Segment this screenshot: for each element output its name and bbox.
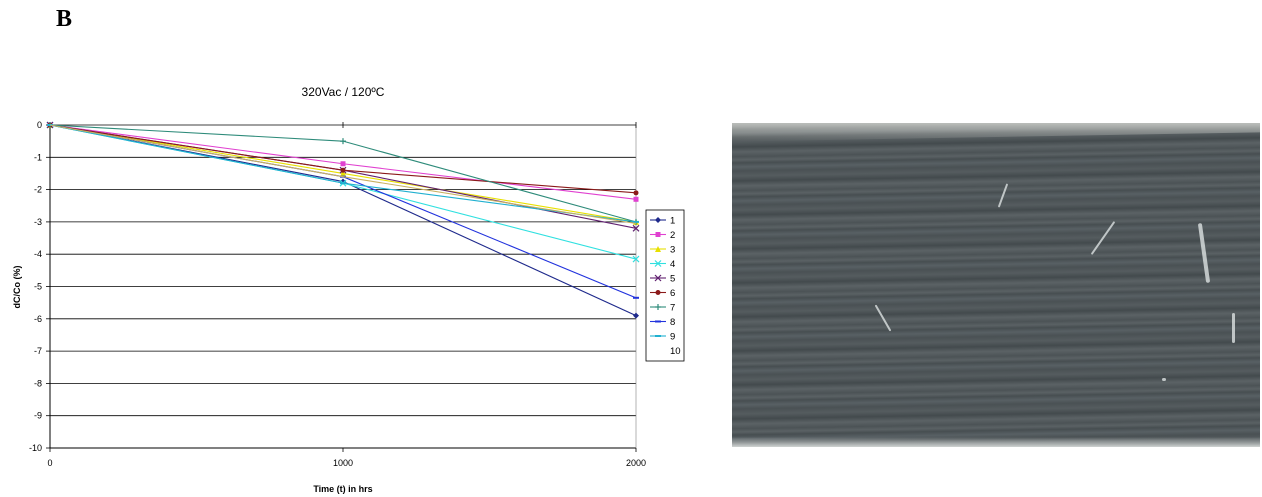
y-tick-label: -8: [34, 378, 42, 388]
legend-label: 9: [670, 332, 675, 343]
legend-label: 1: [670, 216, 675, 227]
surface-scratch: [1232, 313, 1235, 343]
surface-scratch: [1090, 221, 1116, 255]
y-tick-label: -9: [34, 411, 42, 421]
series-line: [49, 124, 637, 260]
y-tick-label: -1: [34, 152, 42, 162]
data-point: [632, 224, 640, 232]
legend-item: 2: [650, 230, 675, 241]
y-tick-label: -2: [34, 185, 42, 195]
panel-label: B: [56, 6, 73, 32]
data-point: [340, 167, 346, 173]
y-tick-label: -7: [34, 346, 42, 356]
marker-stroke: [654, 260, 662, 267]
data-point: [632, 255, 640, 263]
legend-item: 4: [650, 259, 675, 270]
surface-scratch: [1162, 378, 1166, 381]
capacitor-surface-photo: [732, 123, 1260, 447]
x-tick-label: 2000: [626, 458, 646, 468]
surface-scratch: [997, 183, 1009, 208]
data-point: [633, 312, 639, 319]
legend-swatch-marker: [655, 290, 661, 295]
legend-label: 7: [670, 303, 675, 314]
legend-item: 7: [650, 303, 675, 314]
series-1: [47, 122, 639, 319]
legend-swatch-marker: [655, 232, 661, 237]
data-point: [633, 196, 639, 202]
data-point: [340, 170, 346, 177]
data-point: [340, 138, 346, 145]
legend-label: 5: [670, 274, 675, 285]
legend-swatch-marker: [654, 260, 662, 267]
x-axis-label: Time (t) in hrs: [313, 484, 372, 494]
legend-label: 2: [670, 230, 675, 241]
marker-stroke: [632, 224, 640, 232]
legend-swatch-marker: [655, 246, 661, 252]
marker-stroke: [632, 255, 640, 263]
series-10: [49, 124, 637, 225]
legend-swatch-marker: [655, 304, 661, 310]
chart-title: 320Vac / 120ºC: [302, 85, 385, 99]
series-line: [49, 124, 637, 225]
y-tick-label: -10: [29, 443, 42, 453]
surface-scratch: [1197, 223, 1211, 283]
y-axis-label: dC/Co (%): [12, 266, 22, 309]
legend-item: 10: [670, 346, 681, 357]
legend-swatch-marker: [654, 274, 662, 282]
legend-item: 9: [650, 332, 675, 343]
legend-label: 6: [670, 288, 675, 299]
y-tick-label: -3: [34, 217, 42, 227]
axes-layer: 0 -1 -2 -3 -4 -5 -6 -7 -8 -9 -10 0 1000 2000: [29, 120, 646, 468]
data-point: [633, 190, 639, 196]
y-tick-label: -6: [34, 314, 42, 324]
legend-label: 10: [670, 346, 681, 357]
x-tick-label: 0: [47, 458, 52, 468]
line-chart: 320Vac / 120ºC dC/Co (%) Time (t) in hrs…: [12, 85, 685, 494]
legend-box: [645, 209, 685, 362]
legend-item: 8: [650, 317, 675, 328]
series-layer: [46, 121, 640, 319]
surface-scratch: [874, 304, 892, 332]
legend-item: 1: [650, 216, 675, 227]
legend-label: 8: [670, 317, 675, 328]
legend-item: 5: [650, 274, 675, 285]
legend-label: 4: [670, 259, 675, 270]
x-tick-label: 1000: [333, 458, 353, 468]
y-tick-label: -5: [34, 282, 42, 292]
series-line: [49, 124, 637, 317]
legend-item: 3: [650, 245, 675, 256]
legend-label: 3: [670, 245, 675, 256]
y-tick-label: -4: [34, 249, 42, 259]
legend: 1 2 3 4 5 6 7 8 9 10: [645, 209, 685, 362]
y-tick-label: 0: [37, 120, 42, 130]
data-point: [340, 161, 346, 167]
marker-stroke: [654, 274, 662, 282]
legend-item: 6: [650, 288, 675, 299]
legend-swatch-marker: [655, 217, 661, 223]
